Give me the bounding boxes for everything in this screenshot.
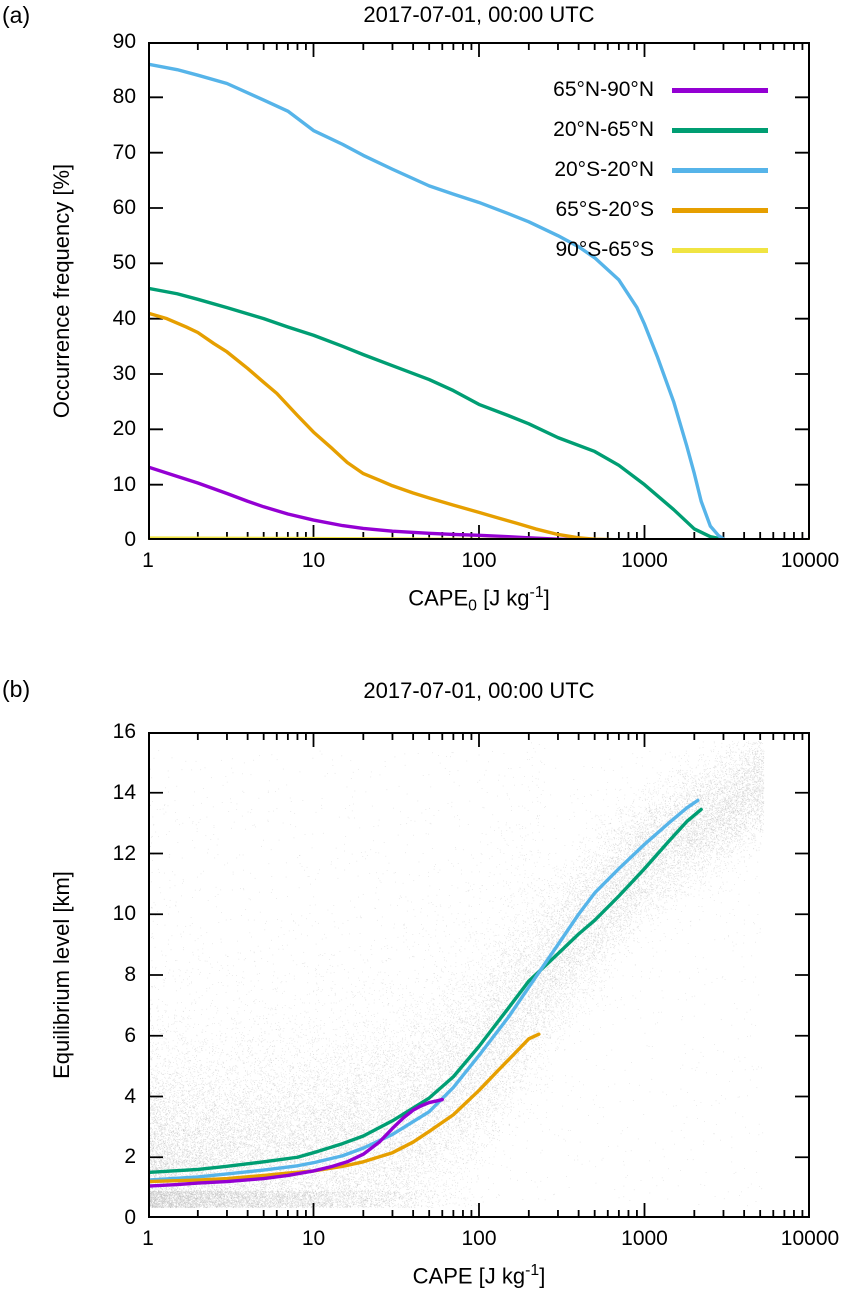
x-label-superscript: -1 [529, 584, 544, 601]
y-axis-tick-label: 8 [124, 963, 136, 986]
x-axis-tick-label: 1000 [621, 549, 668, 572]
x-label-text: [J kg [472, 1263, 526, 1289]
legend-item-label: 20°S-20°N [554, 158, 654, 181]
x-axis-tick-label: 10000 [780, 1227, 840, 1250]
x-label-text: ] [543, 585, 550, 611]
y-axis-tick-label: 50 [112, 251, 136, 275]
y-axis-tick-label: 16 [112, 720, 136, 743]
y-axis-tick-label: 2 [124, 1145, 136, 1169]
y-axis-tick-label: 40 [112, 306, 136, 330]
x-axis-tick-label: 10 [301, 549, 326, 572]
y-axis-tick-label: 70 [112, 140, 136, 164]
x-label-text: ] [539, 1263, 546, 1289]
legend-item: 20°S-20°N [468, 150, 768, 190]
y-axis-tick-label: 10 [112, 902, 136, 926]
x-axis-tick-label: 100 [461, 549, 497, 572]
x-label-text: [J kg [476, 585, 530, 611]
x-axis-tick-label: 100 [461, 1227, 497, 1250]
legend-item-label: 65°N-90°N [553, 78, 654, 101]
y-axis-tick-label: 4 [124, 1084, 136, 1108]
legend: 65°N-90°N 20°N-65°N 20°S-20°N 65°S-20°S 90°S… [468, 70, 768, 270]
y-axis-tick-label: 20 [112, 417, 136, 441]
legend-item-label: 65°S-20°S [555, 198, 654, 221]
x-axis-tick-label: 10000 [780, 549, 840, 572]
y-axis-tick-label: 80 [112, 85, 136, 109]
panel-a-title: 2017-07-01, 00:00 UTC [363, 2, 595, 27]
panel-b-x-axis-label: CAPE [J kg-1] [148, 1262, 810, 1289]
y-axis-tick-label: 60 [112, 196, 136, 219]
panel-b-label: (b) [2, 676, 31, 702]
y-axis-tick-label: 14 [112, 780, 136, 804]
y-axis-tick-label: 10 [112, 472, 136, 496]
x-label-superscript: -1 [525, 1262, 540, 1279]
panel-b-title: 2017-07-01, 00:00 UTC [363, 678, 595, 703]
legend-item: 65°N-90°N [468, 70, 768, 110]
x-label-text: CAPE [408, 585, 469, 611]
legend-item: 65°S-20°S [468, 190, 768, 230]
y-axis-tick-label: 30 [112, 362, 136, 385]
x-axis-tick-label: 10 [301, 1227, 326, 1250]
legend-line-sample [672, 167, 768, 173]
panel-a-x-axis-label: CAPE0 [J kg-1] [148, 584, 810, 616]
legend-line-sample [672, 127, 768, 133]
x-label-text: CAPE [412, 1263, 473, 1289]
y-axis-tick-label: 6 [124, 1023, 136, 1047]
legend-item-label: 20°N-65°N [553, 118, 654, 141]
x-label-subscript: 0 [468, 597, 477, 615]
panel-b-plot-canvas [148, 732, 810, 1218]
legend-line-sample [672, 87, 768, 93]
x-axis-tick-label: 1 [142, 1227, 154, 1250]
y-axis-tick-label: 0 [124, 528, 136, 551]
legend-line-sample [672, 247, 768, 253]
x-axis-tick-label: 1000 [621, 1227, 668, 1250]
y-axis-tick-label: 0 [124, 1206, 136, 1229]
x-axis-tick-label: 1 [142, 549, 154, 572]
y-axis-tick-label: 12 [112, 841, 136, 865]
legend-item-label: 90°S-65°S [555, 238, 654, 261]
y-axis-tick-label: 90 [112, 30, 136, 53]
legend-line-sample [672, 207, 768, 213]
legend-item: 90°S-65°S [468, 230, 768, 270]
panel-a-label: (a) [2, 2, 31, 28]
legend-item: 20°N-65°N [468, 110, 768, 150]
panel-a-plot-canvas [148, 42, 810, 540]
